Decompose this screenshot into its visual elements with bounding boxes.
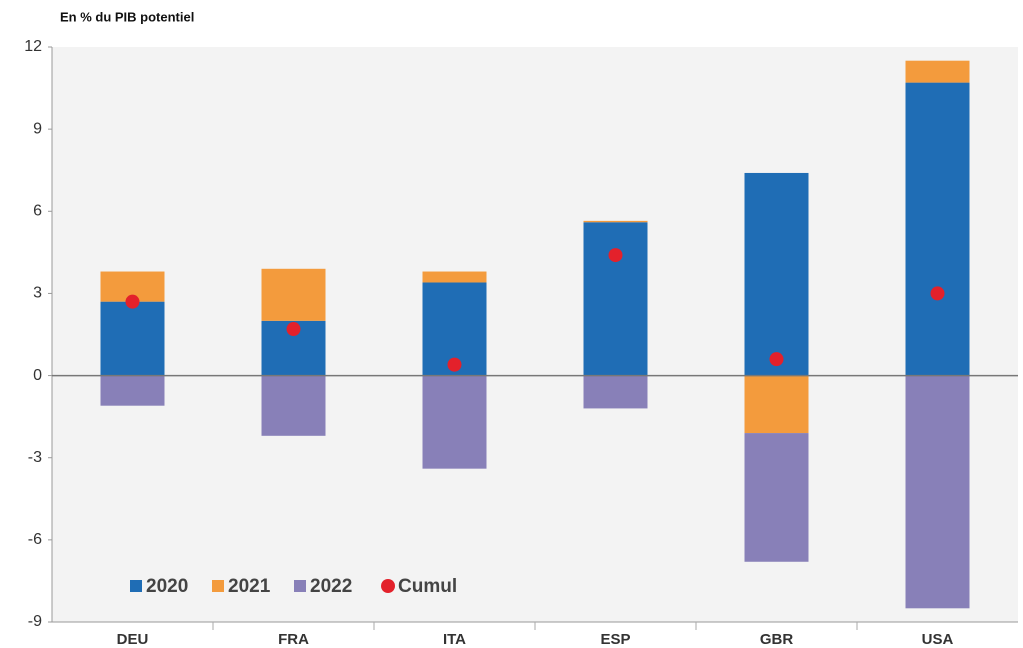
bar-segment	[422, 375, 487, 469]
cumul-dot	[608, 248, 623, 263]
bar-segment	[744, 375, 809, 434]
bar-segment	[905, 60, 970, 83]
bar-segment	[905, 82, 970, 376]
bar-segment	[583, 222, 648, 376]
plot-background	[52, 47, 1018, 622]
legend-swatch	[130, 580, 142, 592]
y-tick-label: -6	[28, 531, 42, 548]
cumul-dot	[286, 322, 301, 337]
y-tick-label: 0	[33, 367, 42, 384]
y-tick-label: 3	[33, 285, 42, 302]
y-tick-label: -9	[28, 613, 42, 630]
x-tick-label: ITA	[443, 631, 466, 648]
cumul-dot	[447, 357, 462, 372]
legend-label: 2022	[310, 576, 352, 597]
legend-label: Cumul	[398, 576, 457, 597]
legend-swatch	[294, 580, 306, 592]
bar-segment	[744, 433, 809, 562]
x-tick-label: USA	[922, 631, 954, 648]
legend-label: 2021	[228, 576, 271, 597]
y-tick-label: 12	[24, 38, 42, 55]
bar-segment	[261, 375, 326, 436]
bar-segment	[583, 375, 648, 409]
bar-segment	[744, 172, 809, 376]
x-tick-label: GBR	[760, 631, 794, 648]
x-tick-label: DEU	[117, 631, 149, 648]
bar-segment	[905, 375, 970, 609]
legend-swatch	[212, 580, 224, 592]
bar-segment	[583, 220, 648, 223]
cumul-dot	[125, 294, 140, 309]
bar-segment	[100, 375, 165, 406]
cumul-dot	[930, 286, 945, 301]
chart-title: En % du PIB potentiel	[60, 9, 194, 24]
y-tick-label: 6	[33, 203, 42, 220]
x-tick-label: ESP	[600, 631, 630, 648]
bar-segment	[422, 271, 487, 283]
y-tick-label: 9	[33, 120, 42, 137]
x-tick-label: FRA	[278, 631, 309, 648]
legend-label: 2020	[146, 576, 188, 597]
cumul-dot	[769, 352, 784, 367]
bar-segment	[261, 268, 326, 321]
y-tick-label: -3	[28, 449, 42, 466]
legend-swatch	[381, 579, 395, 593]
bar-segment	[100, 301, 165, 376]
